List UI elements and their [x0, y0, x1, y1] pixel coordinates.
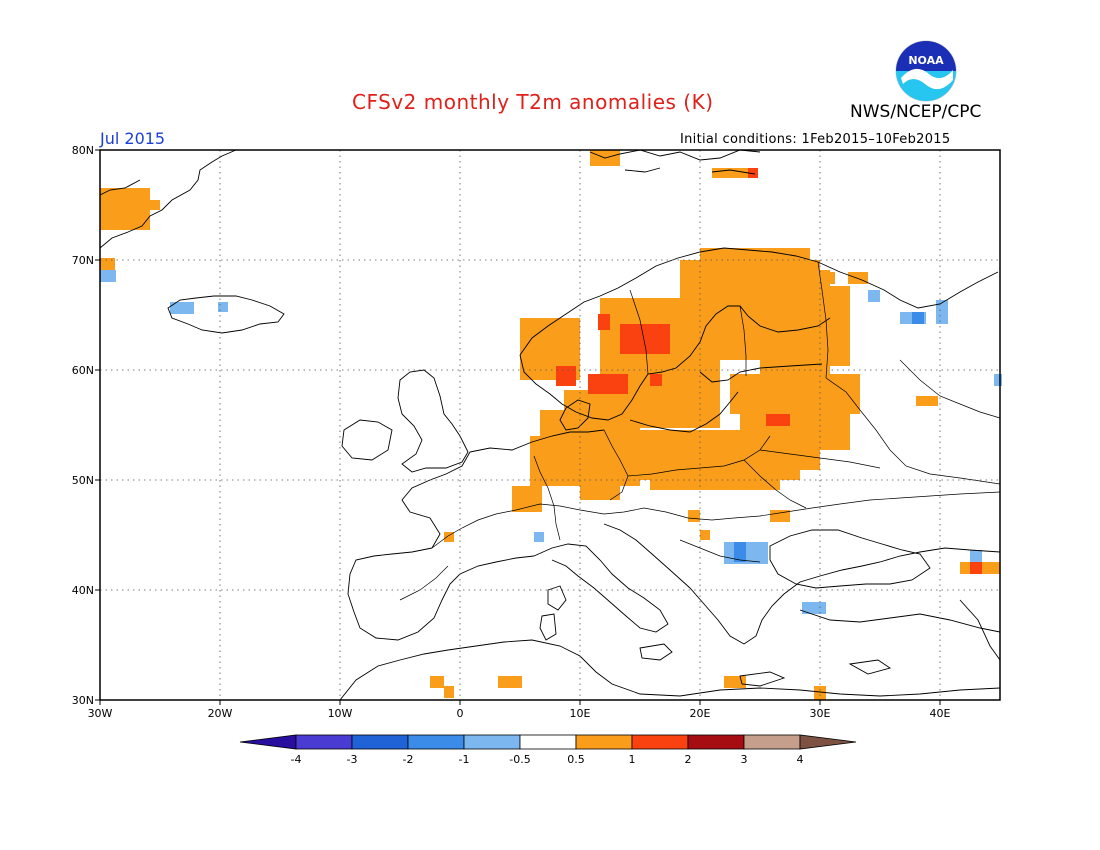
coastlines	[99, 149, 1001, 701]
colorbar-label: -2	[403, 753, 414, 766]
colorbar-swatch	[743, 734, 801, 750]
anomaly-cell	[598, 314, 610, 330]
colorbar-label: -4	[291, 753, 302, 766]
colorbar-swatch	[295, 734, 353, 750]
anomaly-cell	[556, 366, 576, 386]
colorbar: -4 -3 -2 -1 -0.5 0.5 1 2 3 4	[239, 734, 857, 766]
anomaly-cell	[430, 676, 444, 688]
agency-label: NWS/NCEP/CPC	[850, 102, 982, 122]
anomaly-cell	[766, 414, 790, 426]
colorbar-arrow-left	[239, 734, 297, 750]
lon-label: 40E	[930, 707, 951, 720]
anomaly-cell	[994, 374, 1002, 386]
noaa-logo-icon: NOAA	[895, 40, 957, 102]
colorbar-swatch	[687, 734, 745, 750]
anomaly-cell	[770, 510, 790, 522]
anomaly-cell	[814, 686, 826, 700]
anomaly-cell	[170, 302, 194, 314]
anomaly-cell	[912, 312, 924, 324]
anomaly-cell	[916, 396, 938, 406]
lon-label: 0	[457, 707, 464, 720]
anomaly-cell	[700, 530, 710, 540]
anomaly-cell	[150, 200, 160, 210]
lon-label: 10E	[570, 707, 591, 720]
anomaly-cell	[712, 168, 758, 178]
anomaly-cell	[700, 248, 810, 268]
anomaly-cell	[868, 290, 880, 302]
anomaly-cell	[810, 272, 835, 284]
anomaly-cell	[100, 188, 150, 230]
anomaly-cell	[724, 676, 746, 688]
anomaly-cell	[620, 430, 800, 480]
colorbar-swatch	[351, 734, 409, 750]
colorbar-label: -3	[347, 753, 358, 766]
lat-label: 70N	[72, 254, 94, 267]
chart-title: CFSv2 monthly T2m anomalies (K)	[352, 90, 714, 114]
colorbar-swatch	[519, 734, 577, 750]
anomaly-cell	[620, 324, 670, 354]
anomaly-cell	[748, 168, 758, 178]
anomaly-cell	[936, 300, 948, 324]
colorbar-label: 2	[685, 753, 692, 766]
colorbar-swatch	[463, 734, 521, 750]
map-frame	[99, 149, 1001, 701]
anomaly-cell	[730, 374, 860, 414]
anomaly-cell	[802, 602, 826, 614]
lon-label: 20E	[690, 707, 711, 720]
colorbar-label: 3	[741, 753, 748, 766]
graticule	[100, 150, 1000, 700]
anomaly-cell	[498, 676, 522, 688]
anomaly-cell	[218, 302, 228, 312]
anomaly-cell	[800, 440, 820, 470]
anomaly-cell	[970, 562, 982, 574]
lat-label: 30N	[72, 694, 94, 707]
anomaly-cell	[760, 270, 830, 380]
anomaly-cell	[444, 686, 454, 698]
anomaly-cell	[820, 286, 850, 366]
anomaly-cell	[100, 270, 116, 282]
lat-label: 40N	[72, 584, 94, 597]
colorbar-label: 1	[629, 753, 636, 766]
anomaly-cell	[512, 486, 542, 512]
forecast-month: Jul 2015	[100, 129, 166, 148]
anomaly-cell	[564, 390, 614, 410]
colorbar-arrow-right	[799, 734, 857, 750]
anomaly-cell	[580, 480, 620, 500]
anomaly-cells	[100, 150, 1002, 700]
anomaly-cell	[970, 550, 982, 562]
anomaly-cell	[848, 272, 868, 284]
logo-text: NOAA	[908, 54, 944, 67]
colorbar-label: 0.5	[567, 753, 585, 766]
anomaly-cell	[734, 542, 746, 562]
colorbar-swatch	[575, 734, 633, 750]
colorbar-label: -0.5	[509, 753, 530, 766]
colorbar-label: -1	[459, 753, 470, 766]
lat-label: 60N	[72, 364, 94, 377]
initial-conditions: Initial conditions: 1Feb2015–10Feb2015	[680, 132, 951, 147]
anomaly-cell	[100, 258, 115, 270]
anomaly-cell	[534, 532, 544, 542]
anomaly-cell	[444, 532, 454, 542]
lon-label: 30W	[88, 707, 113, 720]
lon-label: 30E	[810, 707, 831, 720]
anomaly-cell	[650, 478, 780, 490]
colorbar-swatch	[407, 734, 465, 750]
lat-label: 50N	[72, 474, 94, 487]
anomaly-cell	[650, 374, 662, 386]
lon-label: 10W	[328, 707, 353, 720]
anomaly-cell	[992, 562, 1000, 574]
anomaly-cell	[588, 374, 628, 394]
lon-label: 20W	[208, 707, 233, 720]
colorbar-swatch	[631, 734, 689, 750]
anomaly-cell	[688, 510, 700, 522]
lat-label: 80N	[72, 144, 94, 157]
colorbar-label: 4	[797, 753, 804, 766]
